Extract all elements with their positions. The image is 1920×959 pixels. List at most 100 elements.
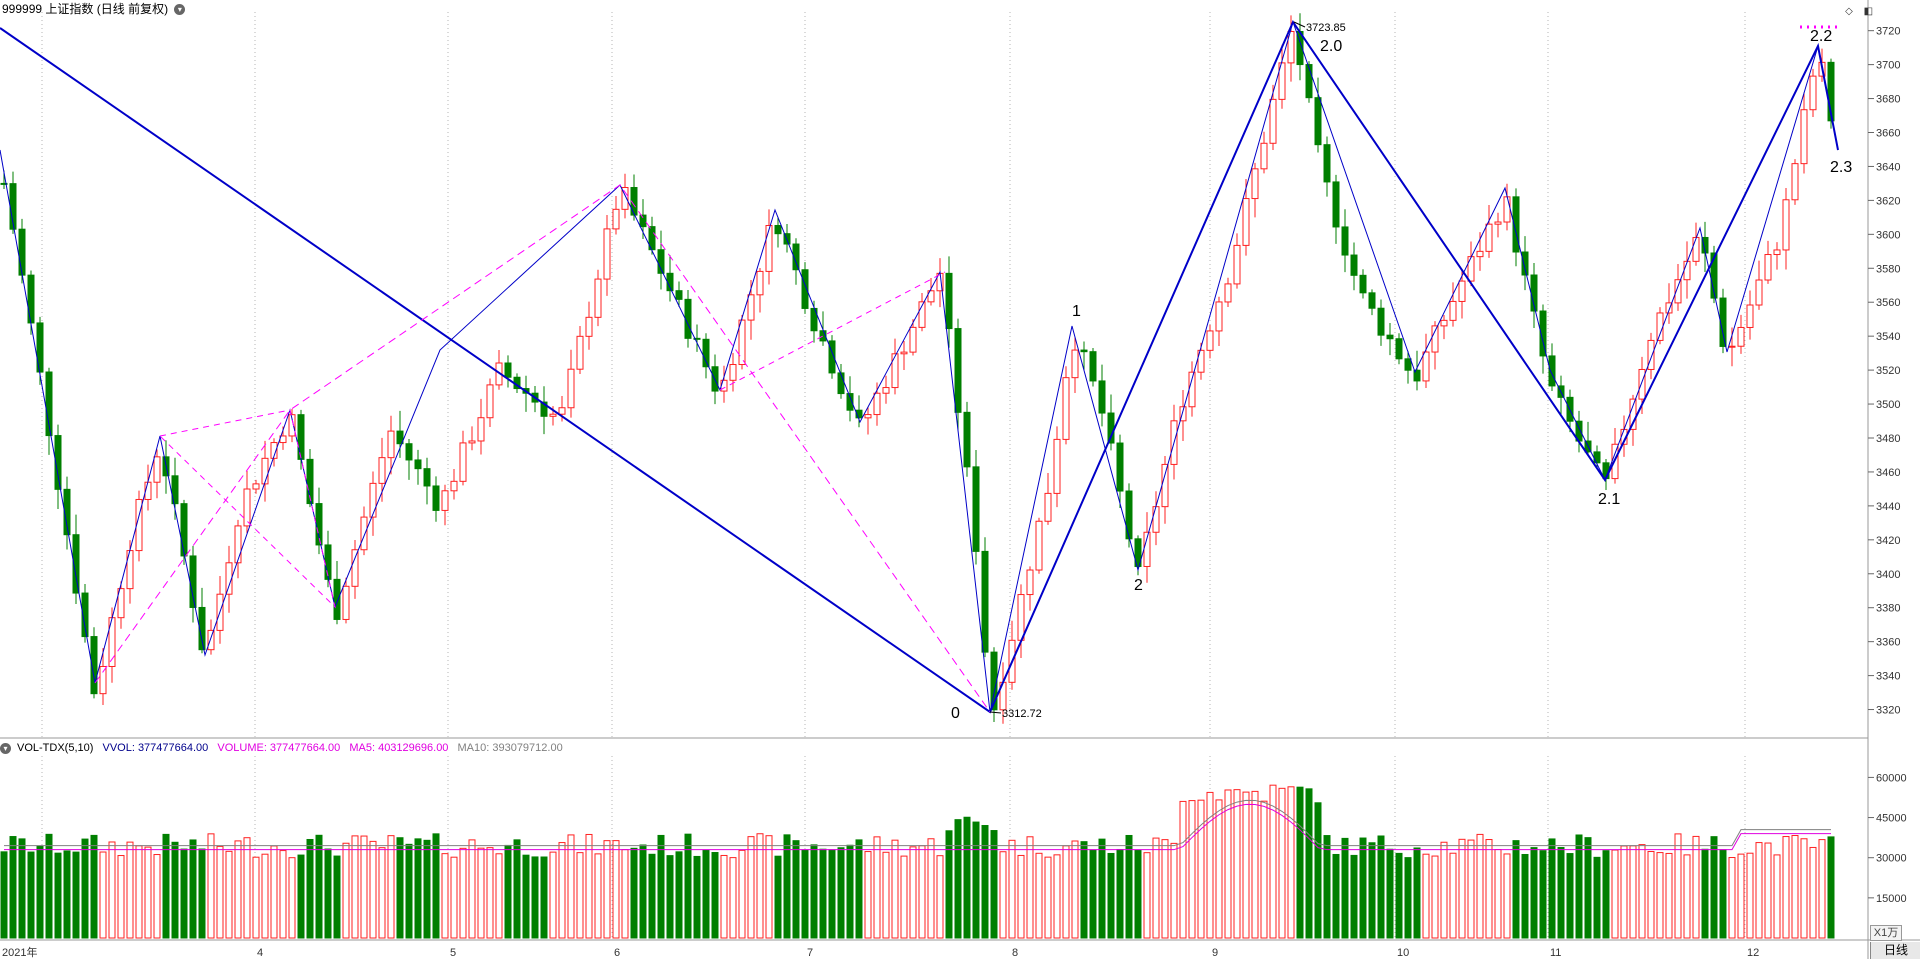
volume-bar [576,852,584,939]
volume-bar [1377,835,1385,939]
volume-bar [405,843,413,939]
volume-bar [135,845,143,939]
candle-body [1179,406,1187,422]
volume-bar [1809,846,1817,939]
wave-label: 2.1 [1598,491,1620,508]
candle-body [1800,109,1808,165]
candle-body [1341,226,1349,256]
volume-bar [747,836,755,939]
volume-bar [216,845,224,939]
chevron-down-icon[interactable]: ▾ [174,4,186,16]
volume-bar [1773,854,1781,939]
volume-bar [846,844,854,939]
candle-body [1422,351,1430,382]
volume-bar [1215,799,1223,939]
volume-bar [900,855,908,939]
volume-bar [657,834,665,939]
volume-bar [1755,842,1763,939]
dashed-wave-line [719,271,946,391]
volume-bar [864,851,872,939]
candle-body [1593,451,1601,464]
candle-body [387,430,395,459]
candle-body [486,384,494,419]
candle-body [1683,260,1691,281]
volume-bar [945,830,953,939]
candle-body [18,228,26,276]
candle-body [828,340,836,374]
volume-bar [54,852,62,939]
volume-bar [504,844,512,939]
volume-indicator-name[interactable]: VOL-TDX(5,10) [17,742,94,754]
price-tick-label: 3500 [1876,399,1900,411]
volume-bar [1197,799,1205,939]
volume-bar [954,819,962,939]
volume-bar [387,835,395,939]
candle-body [180,503,188,557]
diamond-icon[interactable]: ◇ [1845,6,1853,17]
volume-bar [630,847,638,939]
volume-bar [441,853,449,939]
volume-bar [45,833,53,939]
candle-body [459,442,467,482]
candle-body [1359,274,1367,294]
chevron-down-icon[interactable]: ▾ [0,743,11,754]
volume-bar [90,834,98,939]
volume-bar [963,816,971,939]
candle-body [1449,300,1457,321]
volume-bar [1341,837,1349,939]
price-tick-label: 3640 [1876,161,1900,173]
volume-bar [1557,847,1565,939]
candle-body [450,480,458,492]
volume-bar [27,851,35,939]
volume-bar [1827,836,1835,939]
price-tick-label: 3480 [1876,433,1900,445]
candle-body [0,182,8,185]
volume-bar [261,853,269,939]
volume-bar [1710,836,1718,939]
volume-bar [1152,837,1160,939]
volume-bar [495,853,503,939]
candle-body [504,362,512,378]
volume-bar [837,847,845,939]
candle-body [1737,326,1745,347]
volume-bar [1098,838,1106,939]
volume-bar [1674,833,1682,939]
volume-bar [1746,852,1754,939]
candle-body [405,443,413,461]
volume-bar [1800,838,1808,939]
candle-body [1728,345,1736,348]
candle-body [288,414,296,437]
volume-bar [918,845,926,939]
candle-body [1368,292,1376,309]
volume-bar [189,839,197,939]
candle-body [1197,349,1205,373]
volume-bar [1593,856,1601,939]
candle-body [81,592,89,638]
candle-body [360,516,368,551]
volume-bar [1719,849,1727,939]
volume-bar [1440,841,1448,939]
volume-bar [1512,840,1520,939]
price-tick-label: 3440 [1876,501,1900,513]
candle-body [873,392,881,416]
candle-body [1539,310,1547,357]
volume-bar [1449,852,1457,939]
volume-bar [9,836,17,939]
volume-bar [459,847,467,939]
candle-body [1224,283,1232,303]
volume-bar [1107,852,1115,939]
volume-bar [1224,789,1232,939]
restore-icon[interactable]: ◧ [1863,6,1874,17]
candle-body [684,298,692,339]
candle-body [27,274,35,324]
ma10-line [4,799,1831,847]
volume-bar [1620,845,1628,939]
volume-bar [252,856,260,939]
volume-bar [486,847,494,939]
candle-body [432,485,440,511]
period-tab[interactable]: 日线 [1870,942,1920,959]
candle-body [1125,490,1133,540]
candle-body [1485,223,1493,252]
candle-body [612,208,620,230]
